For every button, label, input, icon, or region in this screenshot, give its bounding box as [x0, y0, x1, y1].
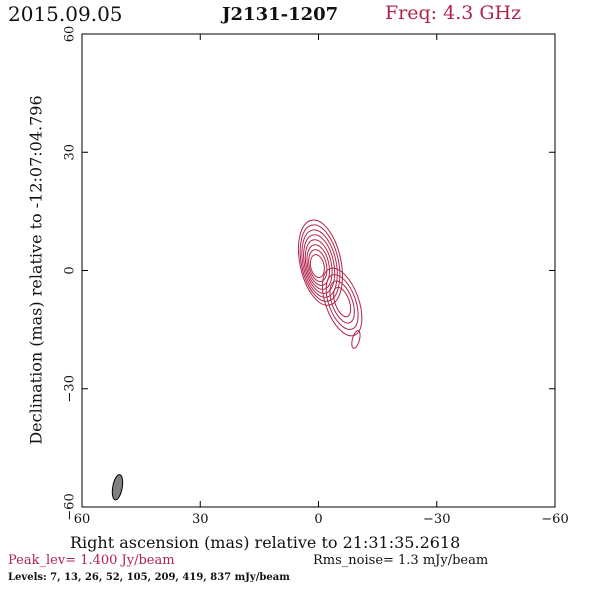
y-tick-label: 60	[63, 26, 78, 43]
beam-group	[111, 474, 124, 501]
contour-knot	[351, 330, 361, 349]
contour-levels: Levels: 7, 13, 26, 52, 105, 209, 419, 83…	[8, 572, 290, 583]
contour-core-419	[308, 249, 328, 282]
y-tick-label: −30	[63, 375, 78, 402]
contour-jet-7	[321, 267, 363, 337]
plot-frame	[81, 33, 556, 508]
contour-group	[297, 219, 363, 349]
rms-noise: Rms_noise= 1.3 mJy/beam	[313, 553, 489, 568]
y-axis-label: Declination (mas) relative to -12:07:04.…	[26, 95, 46, 445]
contour-core-26	[301, 229, 338, 298]
contour-jet-52	[333, 286, 352, 318]
contour-core-52	[303, 234, 336, 294]
x-tick-label: 0	[314, 512, 322, 527]
x-tick-label: −60	[541, 512, 568, 527]
contour-core-105	[304, 239, 333, 290]
x-tick-label: 30	[192, 512, 209, 527]
x-axis-label: Right ascension (mas) relative to 21:31:…	[70, 533, 461, 552]
peak-level: Peak_lev= 1.400 Jy/beam	[8, 553, 175, 568]
beam-ellipse	[111, 474, 124, 501]
frequency-label: Freq: 4.3 GHz	[385, 2, 522, 24]
x-tick-label: −30	[423, 512, 450, 527]
observation-date: 2015.09.05	[8, 2, 123, 26]
contour-core-7	[297, 219, 343, 306]
x-tick-label: 60	[74, 512, 91, 527]
y-tick-label: 0	[63, 266, 78, 274]
y-tick-label: 30	[63, 144, 78, 161]
contour-jet-26	[329, 280, 355, 324]
contour-jet-13	[325, 274, 359, 330]
contour-core-837	[309, 254, 325, 279]
y-tick-label: −60	[63, 493, 78, 520]
source-name: J2131-1207	[222, 4, 339, 25]
